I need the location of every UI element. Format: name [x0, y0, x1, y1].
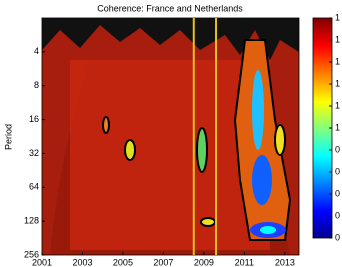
colorbar-tick-label: 1 [335, 34, 340, 44]
x-tick-label: 2013 [275, 257, 295, 267]
y-tick-label: 64 [29, 182, 39, 192]
y-tick-label: 8 [34, 80, 39, 90]
heatmap [42, 18, 299, 255]
x-tick-label: 2005 [113, 257, 133, 267]
chart-title: Coherence: France and Netherlands [97, 3, 243, 13]
colorbar-tick-label: 0 [335, 166, 340, 176]
colorbar-tick-label: 1 [335, 122, 340, 132]
colorbar-tick-label: 0 [335, 144, 340, 154]
y-tick-label: 4 [34, 46, 39, 56]
y-axis-label: Period [3, 124, 13, 150]
colorbar-tick-label: 0 [335, 232, 340, 242]
x-tick-label: 2003 [72, 257, 92, 267]
chart: Coherence: France and Netherlands Period… [0, 0, 342, 267]
colorbar-tick-label: 0 [335, 210, 340, 220]
y-tick-label: 32 [29, 148, 39, 158]
colorbar-tick-label: 1 [335, 78, 340, 88]
x-tick-label: 2011 [235, 257, 254, 267]
colorbar-tick-label: 1 [335, 56, 340, 66]
x-tick-label: 2007 [153, 257, 173, 267]
y-tick-label: 16 [29, 114, 39, 124]
colorbar-tick-label: 1 [335, 100, 340, 110]
colorbar-tick-label: 1 [335, 12, 340, 22]
y-tick-label: 256 [24, 249, 39, 259]
colorbar-tick-label: 0 [335, 188, 340, 198]
x-tick-label: 2009 [194, 257, 214, 267]
y-tick-label: 128 [24, 216, 39, 226]
